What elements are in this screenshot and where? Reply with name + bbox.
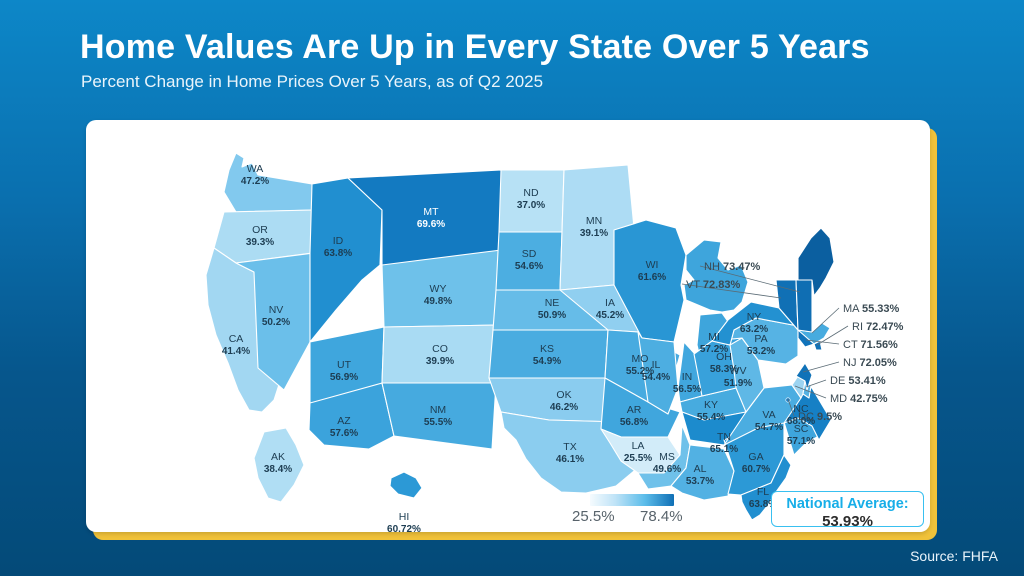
svg-text:51.9%: 51.9% <box>724 378 752 389</box>
svg-text:53.7%: 53.7% <box>686 476 714 487</box>
svg-text:CT 71.56%: CT 71.56% <box>843 339 898 351</box>
svg-text:69.6%: 69.6% <box>417 219 445 230</box>
svg-text:KY: KY <box>704 399 718 411</box>
svg-text:57.6%: 57.6% <box>330 428 358 439</box>
svg-text:54.6%: 54.6% <box>515 261 543 272</box>
svg-text:63.8%: 63.8% <box>324 248 352 259</box>
svg-text:53.2%: 53.2% <box>747 346 775 357</box>
svg-text:MN: MN <box>586 215 602 227</box>
svg-text:54.7%: 54.7% <box>755 422 783 433</box>
svg-text:TN: TN <box>717 431 731 443</box>
svg-text:49.8%: 49.8% <box>424 296 452 307</box>
svg-text:NE: NE <box>545 297 560 309</box>
svg-text:VA: VA <box>762 409 775 421</box>
svg-text:OR: OR <box>252 224 268 236</box>
svg-text:MO: MO <box>632 353 649 365</box>
svg-text:AL: AL <box>694 463 707 475</box>
svg-text:61.6%: 61.6% <box>638 272 666 283</box>
svg-text:RI 72.47%: RI 72.47% <box>852 321 904 333</box>
svg-text:MI: MI <box>708 331 720 343</box>
svg-text:TX: TX <box>563 441 576 453</box>
svg-text:AK: AK <box>271 451 285 463</box>
svg-text:IN: IN <box>682 371 693 383</box>
svg-text:WV: WV <box>730 365 747 377</box>
svg-text:UT: UT <box>337 359 352 371</box>
svg-text:25.5%: 25.5% <box>624 453 652 464</box>
svg-text:CO: CO <box>432 343 448 355</box>
svg-text:ND: ND <box>523 187 539 199</box>
svg-text:NH 73.47%: NH 73.47% <box>704 261 760 273</box>
svg-text:56.9%: 56.9% <box>330 372 358 383</box>
svg-text:NM: NM <box>430 404 446 416</box>
svg-text:IL: IL <box>652 359 661 371</box>
svg-text:WY: WY <box>430 283 447 295</box>
svg-text:AZ: AZ <box>337 415 351 427</box>
svg-text:OH: OH <box>716 351 732 363</box>
svg-text:WI: WI <box>646 259 659 271</box>
svg-text:NY: NY <box>747 311 762 323</box>
svg-text:38.4%: 38.4% <box>264 464 292 475</box>
svg-text:41.4%: 41.4% <box>222 346 250 357</box>
svg-text:39.1%: 39.1% <box>580 228 608 239</box>
svg-text:37.0%: 37.0% <box>517 200 545 211</box>
svg-text:DE 53.41%: DE 53.41% <box>830 375 886 387</box>
svg-text:56.5%: 56.5% <box>673 384 701 395</box>
svg-text:54.9%: 54.9% <box>533 356 561 367</box>
svg-text:46.1%: 46.1% <box>556 454 584 465</box>
svg-text:MA 55.33%: MA 55.33% <box>843 303 899 315</box>
svg-text:49.6%: 49.6% <box>653 464 681 475</box>
svg-text:CA: CA <box>229 333 244 345</box>
svg-text:45.2%: 45.2% <box>596 310 624 321</box>
svg-text:46.2%: 46.2% <box>550 402 578 413</box>
svg-text:65.1%: 65.1% <box>710 444 738 455</box>
svg-text:56.8%: 56.8% <box>620 417 648 428</box>
svg-text:MS: MS <box>659 451 675 463</box>
svg-text:NJ 72.05%: NJ 72.05% <box>843 357 897 369</box>
svg-text:FL: FL <box>757 486 769 498</box>
svg-text:55.5%: 55.5% <box>424 417 452 428</box>
svg-text:MD 42.75%: MD 42.75% <box>830 393 888 405</box>
svg-text:60.72%: 60.72% <box>387 524 421 532</box>
svg-text:KS: KS <box>540 343 554 355</box>
svg-text:NV: NV <box>269 304 284 316</box>
svg-text:LA: LA <box>632 440 645 452</box>
svg-text:57.1%: 57.1% <box>787 436 815 447</box>
svg-text:WA: WA <box>247 163 264 175</box>
svg-text:60.7%: 60.7% <box>742 464 770 475</box>
svg-text:IA: IA <box>605 297 615 309</box>
svg-text:50.2%: 50.2% <box>262 317 290 328</box>
svg-text:AR: AR <box>627 404 642 416</box>
svg-text:MT: MT <box>423 206 439 218</box>
svg-text:HI: HI <box>399 511 410 523</box>
svg-text:50.9%: 50.9% <box>538 310 566 321</box>
svg-text:63.2%: 63.2% <box>740 324 768 335</box>
svg-text:39.9%: 39.9% <box>426 356 454 367</box>
svg-text:DC 9.5%: DC 9.5% <box>798 411 842 423</box>
svg-text:47.2%: 47.2% <box>241 176 269 187</box>
svg-text:OK: OK <box>556 389 571 401</box>
svg-text:55.4%: 55.4% <box>697 412 725 423</box>
svg-text:ID: ID <box>333 235 344 247</box>
svg-text:54.4%: 54.4% <box>642 372 670 383</box>
svg-text:SD: SD <box>522 248 537 260</box>
svg-text:39.3%: 39.3% <box>246 237 274 248</box>
svg-text:VT 72.83%: VT 72.83% <box>686 279 740 291</box>
svg-text:GA: GA <box>748 451 763 463</box>
